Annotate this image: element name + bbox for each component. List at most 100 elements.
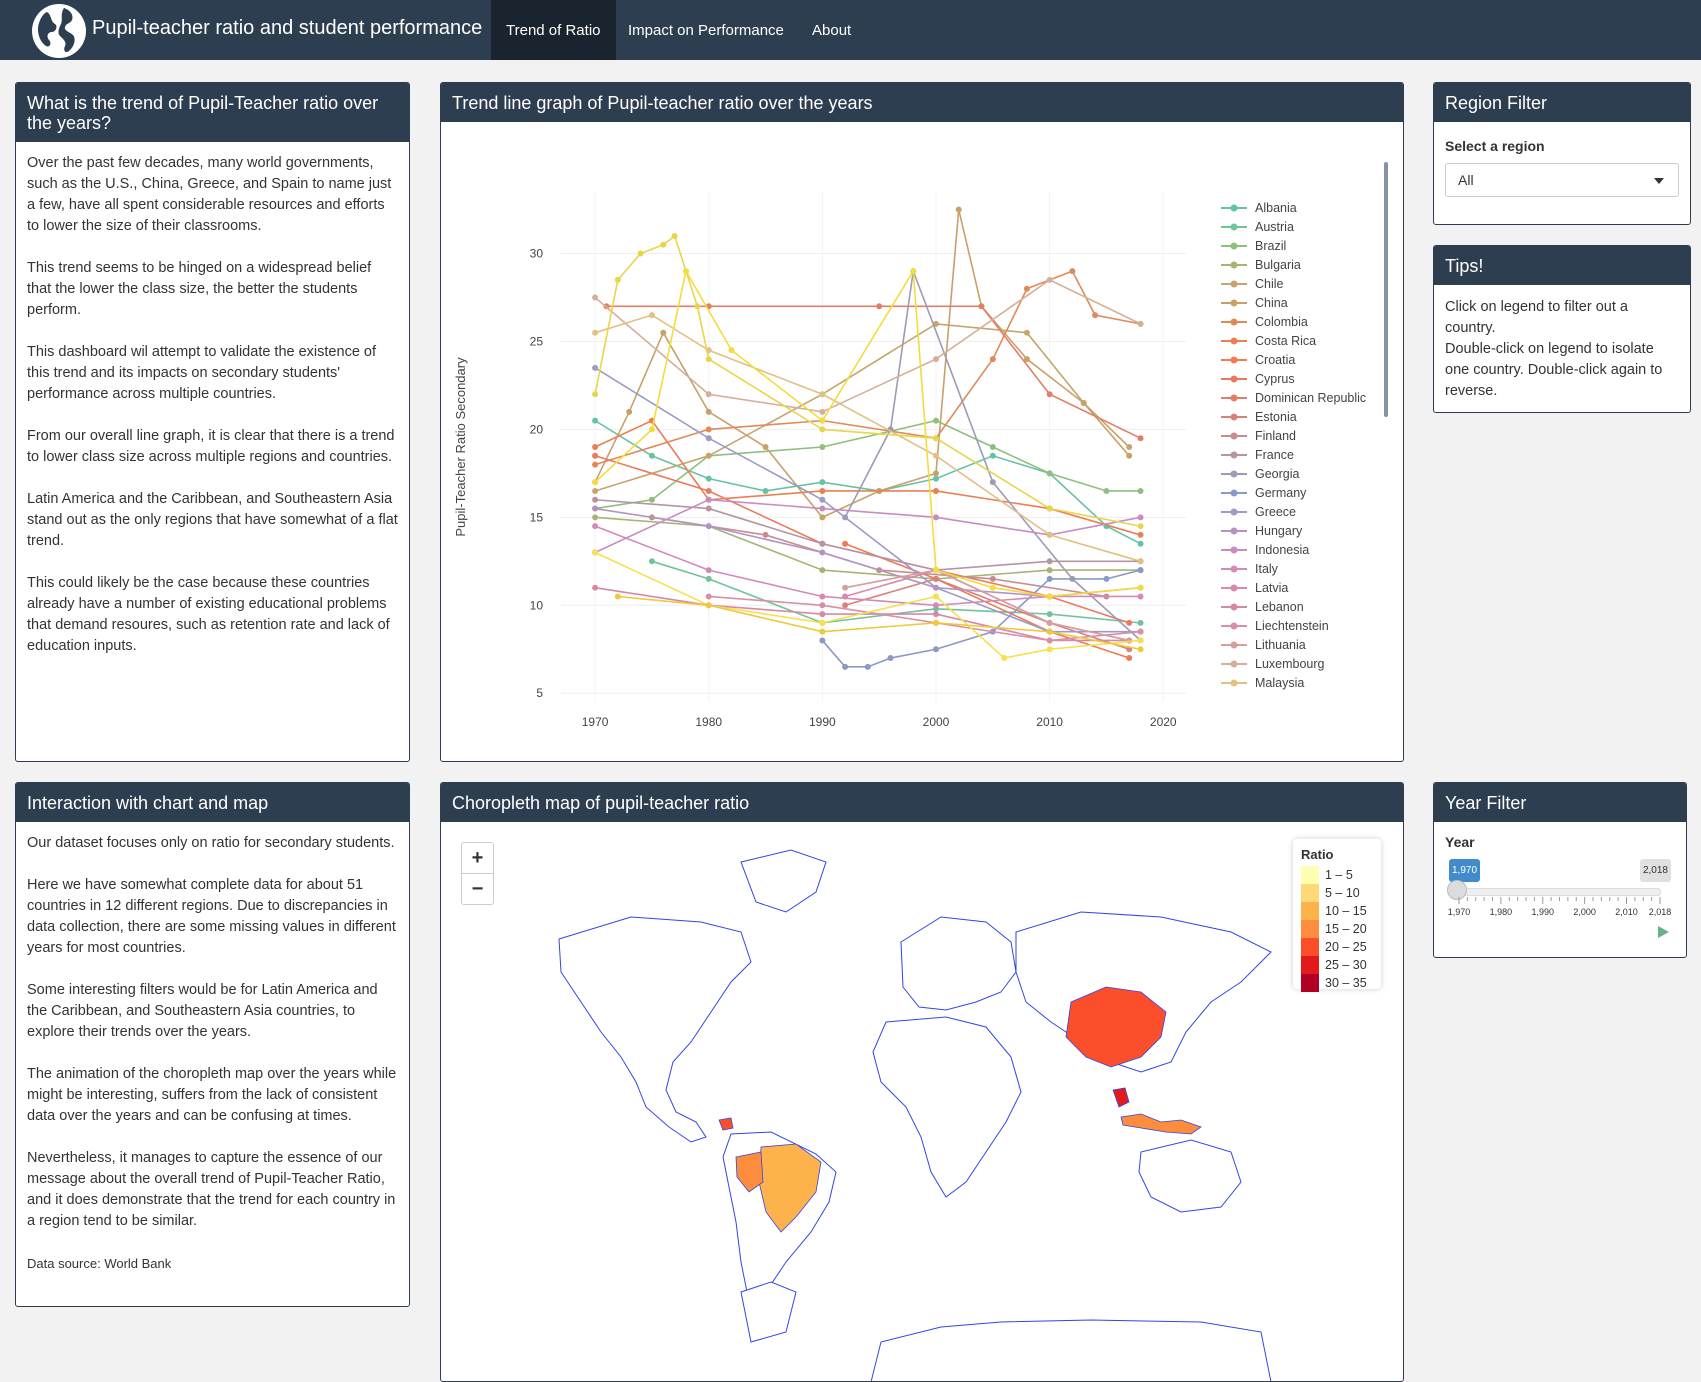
- data-point: [1137, 487, 1144, 494]
- play-icon[interactable]: [1658, 926, 1669, 938]
- legend-swatch: [1301, 902, 1319, 920]
- data-point: [728, 347, 735, 354]
- choropleth-map[interactable]: [441, 822, 1403, 1382]
- legend-label: 30 – 35: [1325, 976, 1367, 990]
- data-point: [989, 452, 996, 459]
- data-point: [819, 611, 826, 618]
- legend-swatch: [1301, 866, 1319, 884]
- data-point: [933, 646, 939, 653]
- slider-tick-label: 2,018: [1649, 907, 1672, 917]
- data-point: [933, 575, 939, 582]
- data-point: [1137, 320, 1144, 327]
- data-point: [592, 584, 599, 591]
- map-area[interactable]: + − Ratio 1 – 5 5 – 10 10 – 15 15 – 20 2…: [441, 822, 1403, 1382]
- legend-item-label: China: [1255, 296, 1288, 310]
- region-select[interactable]: All: [1445, 163, 1679, 197]
- data-point: [842, 602, 849, 609]
- legend-item-label: Cyprus: [1255, 372, 1295, 386]
- data-point: [1137, 637, 1144, 644]
- tab-impact-on-performance[interactable]: Impact on Performance: [628, 22, 784, 39]
- legend-item-label: Germany: [1255, 486, 1307, 500]
- series-line: [651, 560, 1141, 624]
- data-point: [989, 575, 996, 582]
- data-point: [842, 593, 849, 600]
- data-point: [1103, 575, 1110, 582]
- legend-marker: [1230, 223, 1238, 231]
- slider-track[interactable]: [1453, 888, 1661, 896]
- paragraph: Our dataset focuses only on ratio for se…: [27, 835, 395, 851]
- tab-trend-of-ratio[interactable]: Trend of Ratio: [491, 0, 616, 60]
- slider-min-badge: 1,970: [1449, 859, 1481, 882]
- data-point: [955, 206, 962, 213]
- data-point: [705, 567, 712, 574]
- data-point: [1137, 540, 1144, 547]
- y-tick-label: 5: [536, 686, 543, 700]
- panel-title: Trend line graph of Pupil-teacher ratio …: [441, 83, 1403, 122]
- legend-item-label: Finland: [1255, 429, 1296, 443]
- china-region: [1065, 986, 1167, 1068]
- legend-marker: [1230, 261, 1238, 269]
- data-point: [592, 391, 599, 398]
- data-point: [819, 496, 826, 503]
- panel-title: Region Filter: [1434, 83, 1690, 122]
- series-line: [606, 305, 1141, 439]
- paragraph: Nevertheless, it manages to capture the …: [27, 1150, 396, 1229]
- legend-marker: [1230, 451, 1238, 459]
- data-point: [592, 417, 599, 424]
- europe-shape: [900, 916, 1017, 1011]
- data-point: [614, 276, 621, 283]
- data-point: [1137, 593, 1144, 600]
- data-point: [1126, 619, 1133, 626]
- data-point: [762, 444, 769, 450]
- legend-item-label: Greece: [1255, 505, 1296, 519]
- legend-item-label: Lithuania: [1255, 638, 1306, 652]
- series-line: [708, 595, 1141, 642]
- region-select-label: Select a region: [1445, 138, 1545, 154]
- series-line: [844, 569, 1130, 642]
- legend-marker: [1230, 242, 1238, 250]
- data-point: [819, 540, 826, 547]
- data-point: [648, 558, 655, 565]
- year-label: Year: [1445, 834, 1475, 850]
- y-tick-label: 30: [530, 247, 544, 261]
- legend-label: 1 – 5: [1325, 868, 1353, 882]
- data-point: [933, 417, 939, 424]
- series-line: [595, 498, 1141, 571]
- paragraph: Some interesting filters would be for La…: [27, 982, 378, 1040]
- line-chart[interactable]: 51015202530197019801990200020102020YearP…: [441, 122, 1403, 752]
- legend-item: 5 – 10: [1301, 884, 1360, 902]
- tab-about[interactable]: About: [812, 22, 852, 39]
- north-america-shape: [558, 916, 752, 1143]
- legend-item-label: Malaysia: [1255, 676, 1304, 690]
- legend-marker: [1230, 679, 1238, 687]
- panel-title: Choropleth map of pupil-teacher ratio: [441, 783, 1403, 822]
- trend-description-panel: What is the trend of Pupil-Teacher ratio…: [15, 82, 410, 762]
- data-point: [933, 356, 939, 363]
- zoom-out-button[interactable]: −: [462, 873, 493, 904]
- legend-marker: [1230, 603, 1238, 611]
- tips-panel: Tips! Click on legend to filter out a co…: [1433, 245, 1691, 413]
- data-point: [626, 408, 633, 415]
- year-slider[interactable]: 1,970 2,018 1,970 1,980 1,990 2,000 2,010 2,0…: [1445, 853, 1675, 938]
- data-point: [705, 487, 712, 494]
- region-select-value: All: [1458, 172, 1474, 188]
- paragraph: From our overall line graph, it is clear…: [27, 428, 395, 465]
- map-panel: Choropleth map of pupil-teacher ratio: [440, 782, 1404, 1382]
- data-point: [705, 356, 712, 363]
- legend-item: 15 – 20: [1301, 920, 1367, 938]
- line-chart-panel: Trend line graph of Pupil-teacher ratio …: [440, 82, 1404, 762]
- data-point: [1046, 611, 1053, 618]
- data-point: [705, 391, 712, 398]
- zoom-in-button[interactable]: +: [471, 847, 484, 869]
- australia-shape: [1138, 1139, 1242, 1213]
- data-point: [705, 408, 712, 415]
- slider-handle[interactable]: [1447, 880, 1467, 900]
- data-point: [614, 593, 621, 600]
- slider-tick-label: 2,010: [1615, 907, 1638, 917]
- data-point: [592, 452, 599, 459]
- data-point: [933, 611, 939, 618]
- x-tick-label: 1990: [809, 715, 836, 729]
- legend-label: 20 – 25: [1325, 940, 1367, 954]
- data-point: [819, 426, 826, 433]
- globe-icon: [32, 4, 86, 58]
